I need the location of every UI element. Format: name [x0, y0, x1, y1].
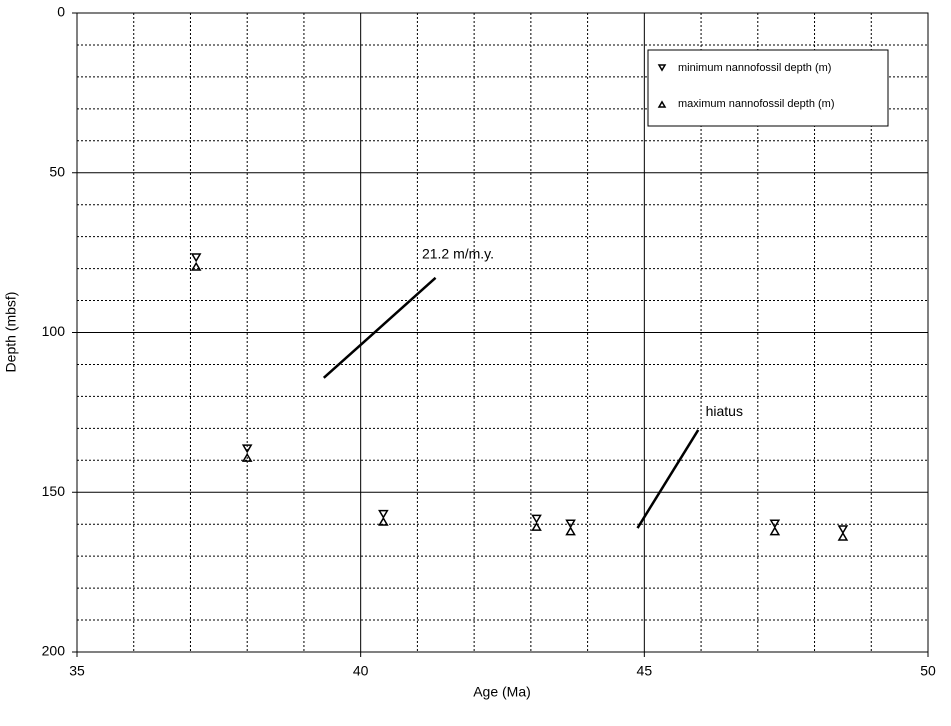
annotation-text: 21.2 m/m.y. — [422, 246, 494, 262]
y-tick-label: 100 — [42, 323, 66, 339]
data-point — [531, 521, 542, 531]
data-point — [769, 519, 781, 529]
legend-label: maximum nannofossil depth (m) — [678, 98, 835, 110]
legend-marker — [657, 64, 667, 72]
legend-box — [647, 49, 889, 127]
annotation-line — [322, 276, 437, 379]
annotation-line — [636, 429, 700, 529]
annotation-text: hiatus — [706, 403, 743, 419]
data-point — [241, 452, 253, 462]
data-point — [565, 526, 576, 536]
data-point — [837, 525, 849, 535]
x-tick-label: 35 — [69, 663, 85, 679]
data-point — [241, 444, 253, 454]
legend: minimum nannofossil depth (m) maximum nan… — [647, 49, 889, 127]
y-tick-label: 50 — [49, 163, 65, 179]
x-tick-label: 50 — [920, 663, 936, 679]
data-point — [531, 514, 542, 524]
legend-marker — [657, 100, 667, 108]
y-tick-label: 150 — [42, 483, 66, 499]
plot-frame — [76, 12, 929, 653]
y-tick-label: 200 — [42, 643, 66, 659]
x-axis-label: Age (Ma) — [473, 684, 531, 700]
data-point — [837, 531, 849, 541]
data-point — [190, 261, 202, 271]
data-point — [190, 253, 202, 263]
y-axis-label: Depth (mbsf) — [3, 292, 19, 373]
data-point — [378, 509, 389, 519]
x-tick-label: 40 — [353, 663, 369, 679]
legend-label: minimum nannofossil depth (m) — [678, 62, 831, 74]
y-tick-label: 0 — [57, 4, 65, 20]
data-point — [378, 516, 389, 526]
data-point — [769, 526, 781, 536]
x-tick-label: 45 — [637, 663, 653, 679]
data-point — [565, 519, 576, 529]
